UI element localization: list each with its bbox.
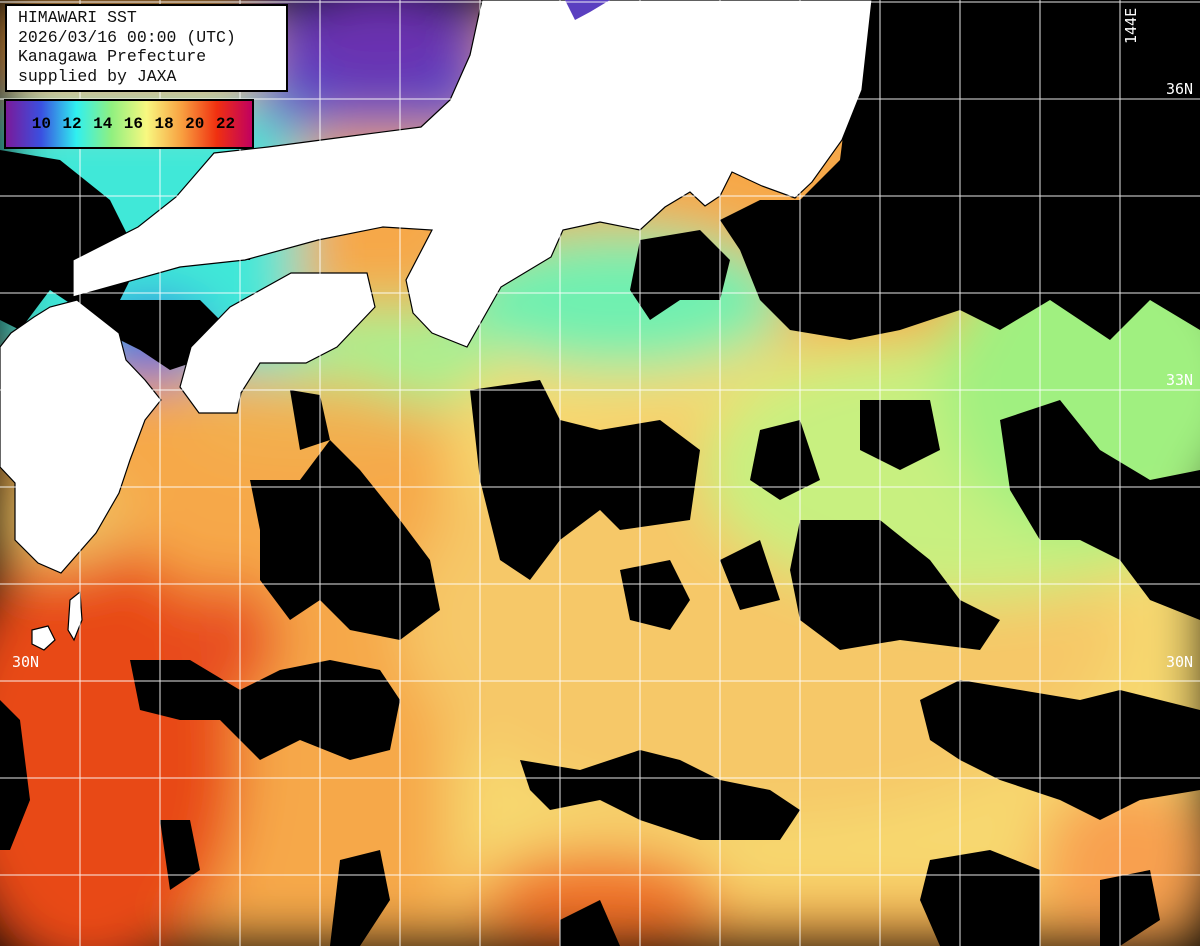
lon-label-144e: 144E bbox=[1122, 7, 1140, 44]
timestamp: 2026/03/16 00:00 (UTC) bbox=[18, 27, 236, 47]
land-shikoku bbox=[179, 272, 376, 414]
legend-tick: 10 bbox=[31, 115, 51, 133]
legend-tick: 18 bbox=[154, 115, 174, 133]
lat-label-33n: 33N bbox=[1166, 371, 1194, 389]
lat-label-30n: 30N bbox=[1166, 653, 1194, 671]
info-box: HIMAWARI SST 2026/03/16 00:00 (UTC) Kana… bbox=[5, 4, 288, 92]
lat-label-30n-left: 30N bbox=[12, 653, 40, 671]
color-scale-legend: 10 12 14 16 18 20 22 bbox=[4, 99, 254, 149]
region: Kanagawa Prefecture bbox=[18, 47, 207, 66]
land-peninsula bbox=[565, 0, 610, 20]
title: HIMAWARI SST bbox=[18, 8, 137, 27]
lat-label-36n: 36N bbox=[1166, 80, 1194, 98]
legend-tick: 16 bbox=[123, 115, 143, 133]
legend-tick: 22 bbox=[215, 115, 236, 133]
land-island bbox=[31, 625, 56, 651]
land-island bbox=[67, 590, 83, 642]
lon-label-136e: 136E bbox=[482, 1, 500, 38]
land-honshu bbox=[72, 0, 873, 348]
lat-label-33n-left: 33N bbox=[12, 371, 40, 389]
legend-tick: 14 bbox=[93, 115, 113, 133]
legend-tick: 20 bbox=[185, 115, 205, 133]
legend-tick: 12 bbox=[62, 115, 82, 133]
credit: supplied by JAXA bbox=[18, 66, 177, 86]
